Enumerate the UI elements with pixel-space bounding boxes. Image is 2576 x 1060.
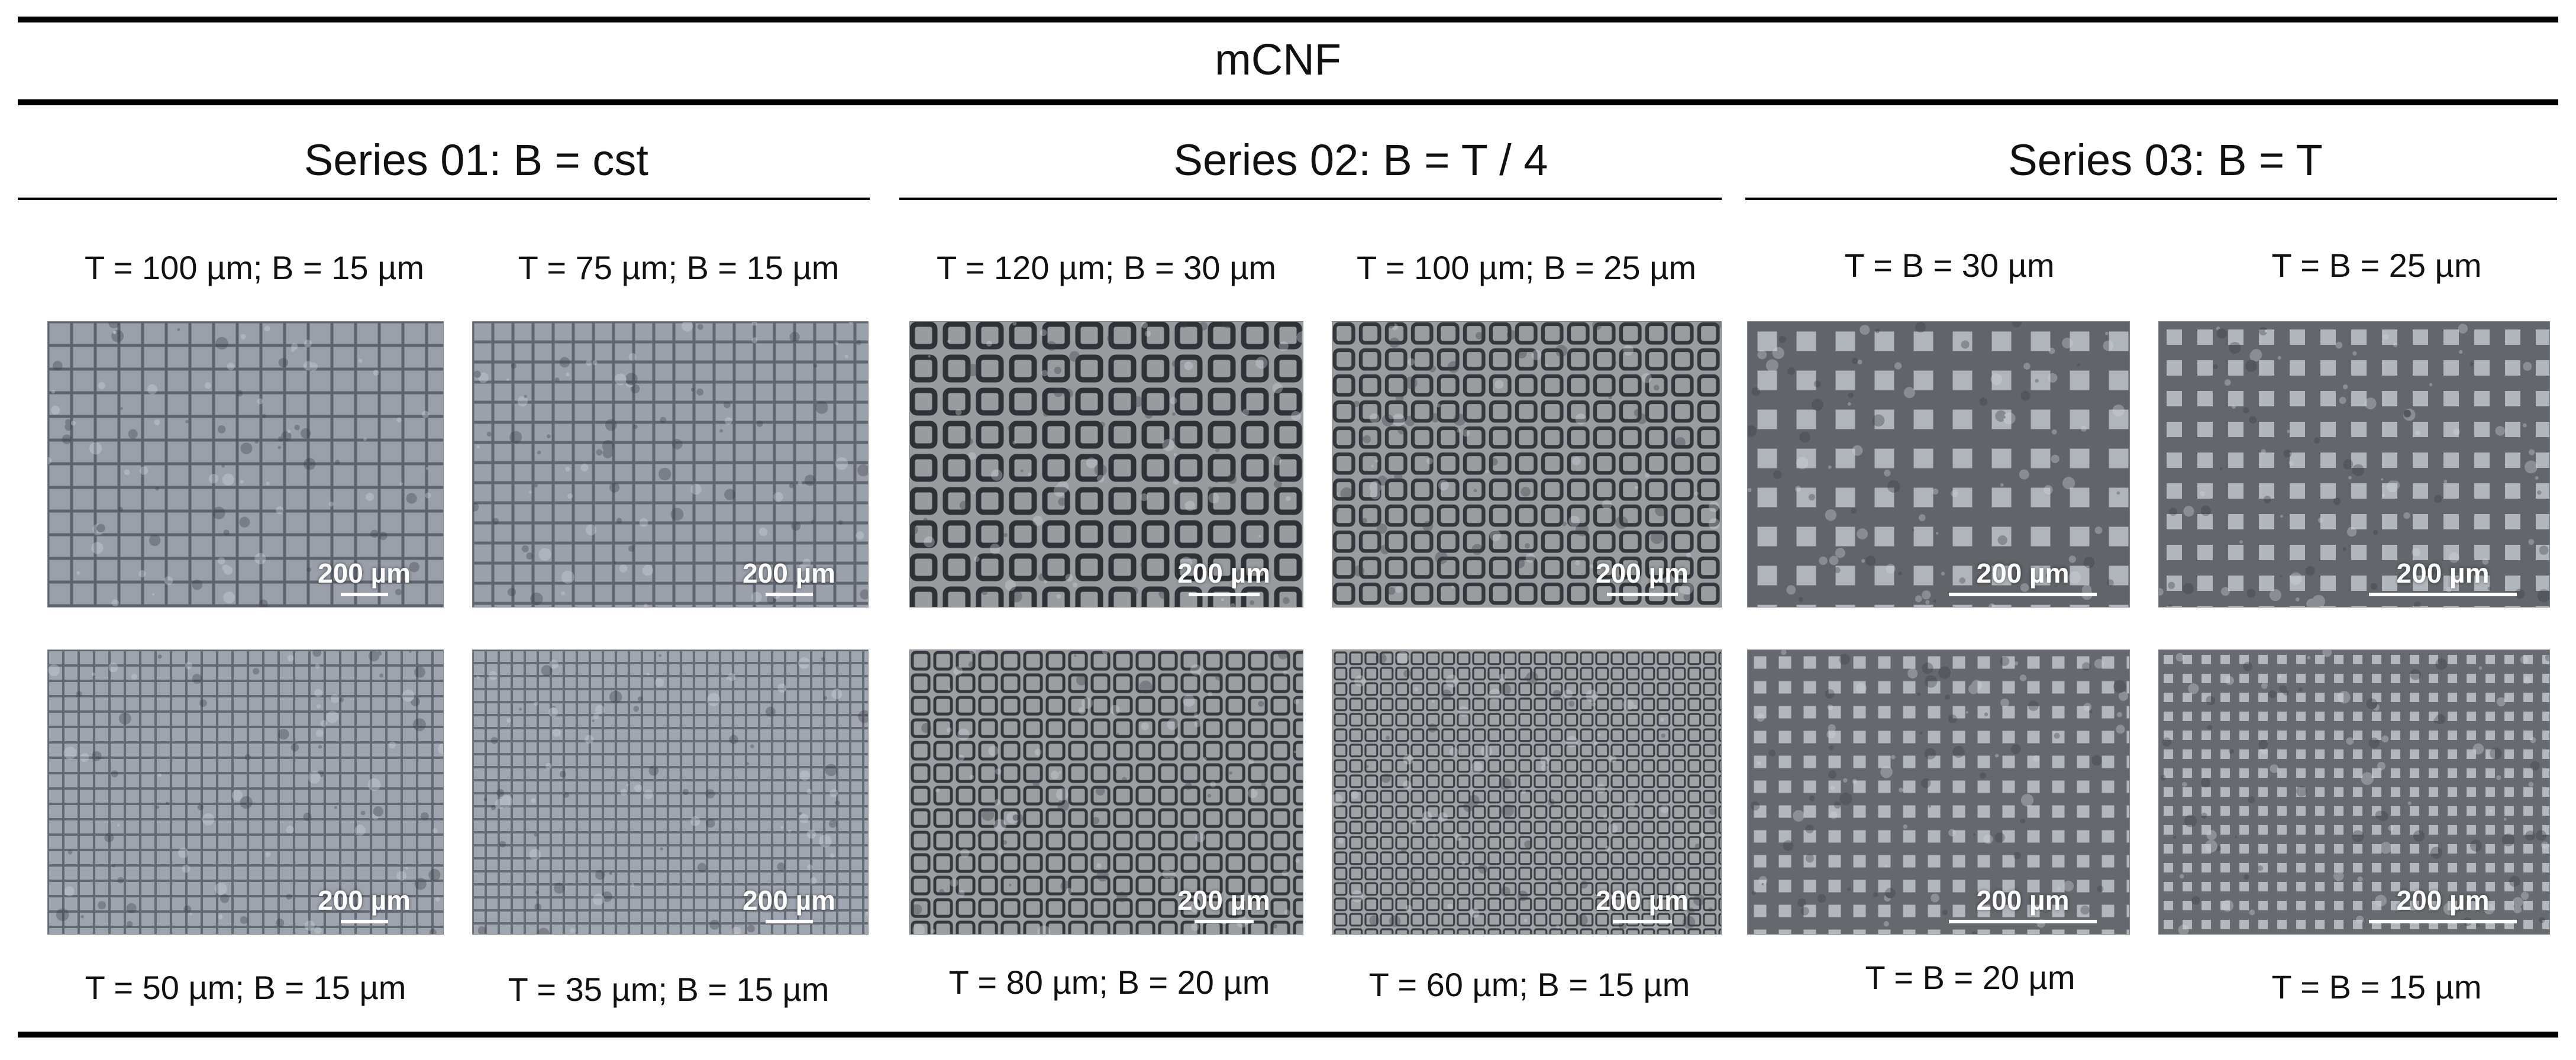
scale-bar: 200 µm (743, 887, 835, 923)
bottom-rule (18, 1032, 2558, 1038)
caption-s3-b: T = B = 25 µm (2271, 247, 2482, 284)
scale-bar-line (765, 920, 813, 923)
micrograph-s1-a: 200 µm (47, 321, 444, 607)
micrograph-texture (473, 650, 868, 934)
scale-bar-label: 200 µm (743, 885, 835, 916)
scale-bar-label: 200 µm (2396, 558, 2490, 589)
micrograph-texture (910, 650, 1303, 934)
caption-s3-a: T = B = 30 µm (1844, 247, 2055, 284)
scale-bar-label: 200 µm (1596, 558, 1689, 589)
series-03-rule (1745, 198, 2557, 200)
scale-bar: 200 µm (1177, 887, 1270, 923)
scale-bar: 200 µm (743, 560, 835, 596)
micrograph-s3-d: 200 µm (2158, 649, 2550, 935)
micrograph-s2-a: 200 µm (909, 321, 1303, 607)
scale-bar: 200 µm (318, 560, 411, 596)
micrograph-texture (1748, 322, 2129, 607)
micrograph-s2-c: 200 µm (909, 649, 1303, 935)
scale-bar-label: 200 µm (1177, 558, 1270, 589)
scale-bar-label: 200 µm (1177, 885, 1270, 916)
caption-s1-a: T = 100 µm; B = 15 µm (85, 249, 424, 286)
top-rule (18, 17, 2558, 22)
micrograph-s3-c: 200 µm (1747, 649, 2130, 935)
scale-bar: 200 µm (318, 887, 411, 923)
scale-bar-line (1949, 593, 2097, 596)
micrograph-texture (2159, 322, 2549, 607)
series-01-title: Series 01: B = cst (304, 135, 648, 185)
scale-bar-line (1188, 593, 1260, 596)
caption-s1-d: T = 35 µm; B = 15 µm (508, 971, 829, 1008)
micrograph-s1-c: 200 µm (47, 649, 444, 935)
scale-bar-line (1612, 920, 1672, 923)
caption-s2-d: T = 60 µm; B = 15 µm (1368, 966, 1690, 1003)
micrograph-texture (473, 322, 868, 607)
caption-s2-b: T = 100 µm; B = 25 µm (1357, 249, 1696, 286)
caption-s2-a: T = 120 µm; B = 30 µm (937, 249, 1276, 286)
micrograph-texture (48, 650, 443, 934)
micrograph-texture (48, 322, 443, 607)
scale-bar-line (765, 593, 813, 596)
caption-s3-d: T = B = 15 µm (2271, 968, 2482, 1006)
micrograph-s2-d: 200 µm (1332, 649, 1722, 935)
scale-bar-line (1194, 920, 1254, 923)
caption-s3-c: T = B = 20 µm (1865, 959, 2075, 996)
scale-bar-line (340, 920, 388, 923)
micrograph-texture (1748, 650, 2129, 934)
caption-s1-c: T = 50 µm; B = 15 µm (85, 969, 406, 1006)
scale-bar-line (340, 593, 388, 596)
scale-bar-label: 200 µm (318, 885, 411, 916)
micrograph-texture (1332, 650, 1721, 934)
title-rule (18, 99, 2558, 105)
scale-bar-line (2369, 920, 2517, 923)
figure-title: mCNF (1215, 35, 1341, 84)
series-01-rule (18, 198, 870, 200)
micrograph-s3-a: 200 µm (1747, 321, 2130, 607)
caption-s1-b: T = 75 µm; B = 15 µm (518, 249, 840, 286)
scale-bar: 200 µm (1596, 887, 1689, 923)
caption-s2-c: T = 80 µm; B = 20 µm (948, 964, 1270, 1001)
scale-bar: 200 µm (1596, 560, 1689, 596)
scale-bar-label: 200 µm (2396, 885, 2490, 916)
scale-bar-label: 200 µm (1976, 558, 2070, 589)
scale-bar: 200 µm (2369, 887, 2517, 923)
series-02-title: Series 02: B = T / 4 (1173, 135, 1548, 185)
scale-bar-label: 200 µm (1596, 885, 1689, 916)
micrograph-s3-b: 200 µm (2158, 321, 2550, 607)
micrograph-s2-b: 200 µm (1332, 321, 1722, 607)
scale-bar-line (2369, 593, 2517, 596)
scale-bar: 200 µm (2369, 560, 2517, 596)
micrograph-texture (1332, 322, 1721, 607)
series-03-title: Series 03: B = T (2008, 135, 2323, 185)
scale-bar-label: 200 µm (743, 558, 835, 589)
scale-bar-line (1949, 920, 2097, 923)
micrograph-texture (910, 322, 1303, 607)
series-02-rule (899, 198, 1722, 200)
scale-bar: 200 µm (1949, 887, 2097, 923)
micrograph-s1-b: 200 µm (472, 321, 869, 607)
micrograph-s1-d: 200 µm (472, 649, 869, 935)
scale-bar: 200 µm (1949, 560, 2097, 596)
scale-bar-label: 200 µm (1976, 885, 2070, 916)
scale-bar: 200 µm (1177, 560, 1270, 596)
scale-bar-line (1606, 593, 1678, 596)
micrograph-texture (2159, 650, 2549, 934)
scale-bar-label: 200 µm (318, 558, 411, 589)
